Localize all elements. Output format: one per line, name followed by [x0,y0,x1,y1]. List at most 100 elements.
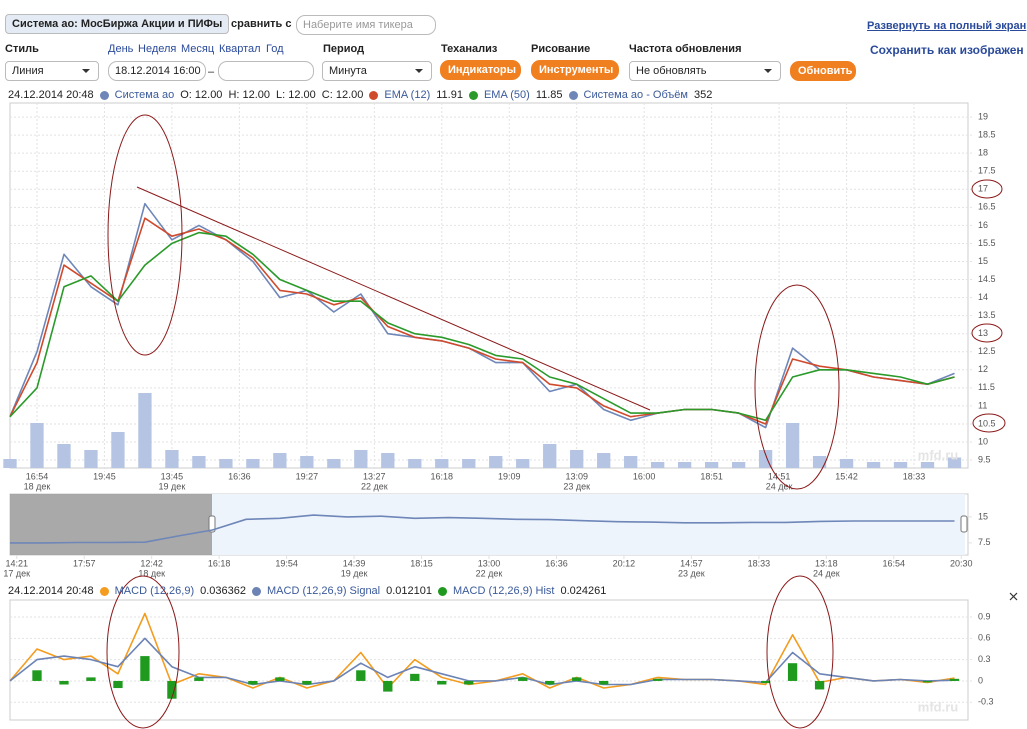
legend-name: EMA (50) [483,89,530,101]
range-link[interactable]: Квартал [219,43,261,55]
volume-bar [435,459,449,468]
legend-dot [468,90,478,100]
hist-bar [518,677,528,681]
y-tick-label: 0 [978,675,983,685]
x-tick-label: 16:36 [545,558,568,568]
indicators-button[interactable]: Индикаторы [440,60,521,80]
x-tick-label: 13:18 [815,558,838,568]
x-tick-label: 16:18 [431,471,454,481]
y-tick-label: 0.6 [978,633,991,643]
volume-bar [624,456,638,468]
legend-name: MACD (12,26,9) Hist [453,585,555,597]
y-tick-label: 18 [978,148,988,158]
range-link[interactable]: Год [266,43,284,55]
y-tick-label: 12.5 [978,346,996,356]
y-tick-label: -0.3 [978,697,994,707]
date-to[interactable] [218,61,314,81]
hist-bar [140,656,150,681]
volume-bar [273,453,287,468]
y-tick-label: 16 [978,220,988,230]
volume-bar [381,453,395,468]
tools-button[interactable]: Инструменты [531,60,619,80]
volume-bar [570,450,584,468]
ellipse [766,575,834,729]
legend-value: C: 12.00 [321,89,364,101]
legend-value: 0.036362 [200,585,247,597]
instrument-box[interactable]: Система ао: МосБиржа Акции и ПИФы [5,14,230,34]
series-line [9,231,955,422]
volume-bar [516,459,530,468]
hist-bar [356,670,366,681]
x-tick-date: 23 дек [678,568,705,578]
y-tick-label: 10 [978,436,988,446]
hist-bar [275,677,285,681]
close-icon[interactable] [1009,592,1018,601]
y-tick-label: 0.3 [978,654,991,664]
hist-bar [86,677,96,681]
save-image-link[interactable]: Сохранить как изображен [870,43,1024,57]
fullscreen-link[interactable]: Развернуть на полный экран [867,20,1027,32]
update-button[interactable]: Обновить [790,61,856,81]
refresh-select[interactable]: Не обновлять [629,61,781,81]
x-tick-label: 16:54 [26,471,49,481]
hist-bar [113,680,123,689]
hist-bar [302,680,312,685]
ellipse [754,284,840,490]
x-tick-label: 13:45 [161,471,184,481]
range-link[interactable]: День [108,43,134,55]
navigator-window [212,494,965,555]
watermark: mfd.ru [918,447,959,462]
legend-value: 0.024261 [560,585,607,597]
volume-bar [246,459,260,468]
y-tick-label: 0.9 [978,611,991,621]
y-tick-label: 7.5 [978,537,991,547]
legend-value: 0.012101 [386,585,433,597]
x-tick-label: 13:09 [565,471,588,481]
ellipse [107,114,183,356]
hist-bar [167,680,177,699]
legend-name: MACD (12,26,9) [114,585,195,597]
legend-value: O: 12.00 [180,89,223,101]
navigator-shade [10,494,212,555]
legend-name: Система ао [114,89,175,101]
volume-bar [597,453,611,468]
volume-bar [111,432,125,468]
period-select[interactable]: Минута [322,61,432,81]
volume-bar [408,459,422,468]
ticker-input[interactable]: Наберите имя тикера [296,15,436,35]
volume-bar [354,450,368,468]
hist-bar [545,680,555,685]
x-tick-date: 19 дек [159,481,186,491]
y-tick-label: 9.5 [978,454,991,464]
volume-bar [300,456,314,468]
navigator-handle[interactable] [208,515,216,533]
trend-line [136,186,651,411]
volume-bar [893,462,908,468]
legend-dot [568,90,578,100]
x-tick-label: 20:12 [613,558,636,568]
range-link[interactable]: Неделя [138,43,177,55]
x-tick-label: 18:33 [903,471,926,481]
legend-datetime: 24.12.2014 20:48 [8,89,94,101]
navigator-handle[interactable] [960,515,968,533]
main-frame [9,102,969,469]
x-tick-label: 13:27 [363,471,386,481]
legend-name: Система ао - Объём [583,89,688,101]
date-sep: – [208,66,215,78]
draw-label: Рисование [531,43,591,55]
x-tick-date: 24 дек [766,481,793,491]
date-from[interactable]: 18.12.2014 16:00 [108,61,206,81]
hist-bar [814,680,825,690]
legend-dot [438,586,448,596]
x-tick-label: 14:57 [680,558,703,568]
style-select[interactable]: Линия [5,61,99,81]
x-tick-date: 18 дек [138,568,165,578]
volume-bar [947,457,962,468]
x-tick-label: 17:57 [73,558,96,568]
hist-bar [59,680,69,685]
volume-bar [785,423,800,468]
range-link[interactable]: Месяц [181,43,215,55]
legend-name: EMA (12) [384,89,431,101]
